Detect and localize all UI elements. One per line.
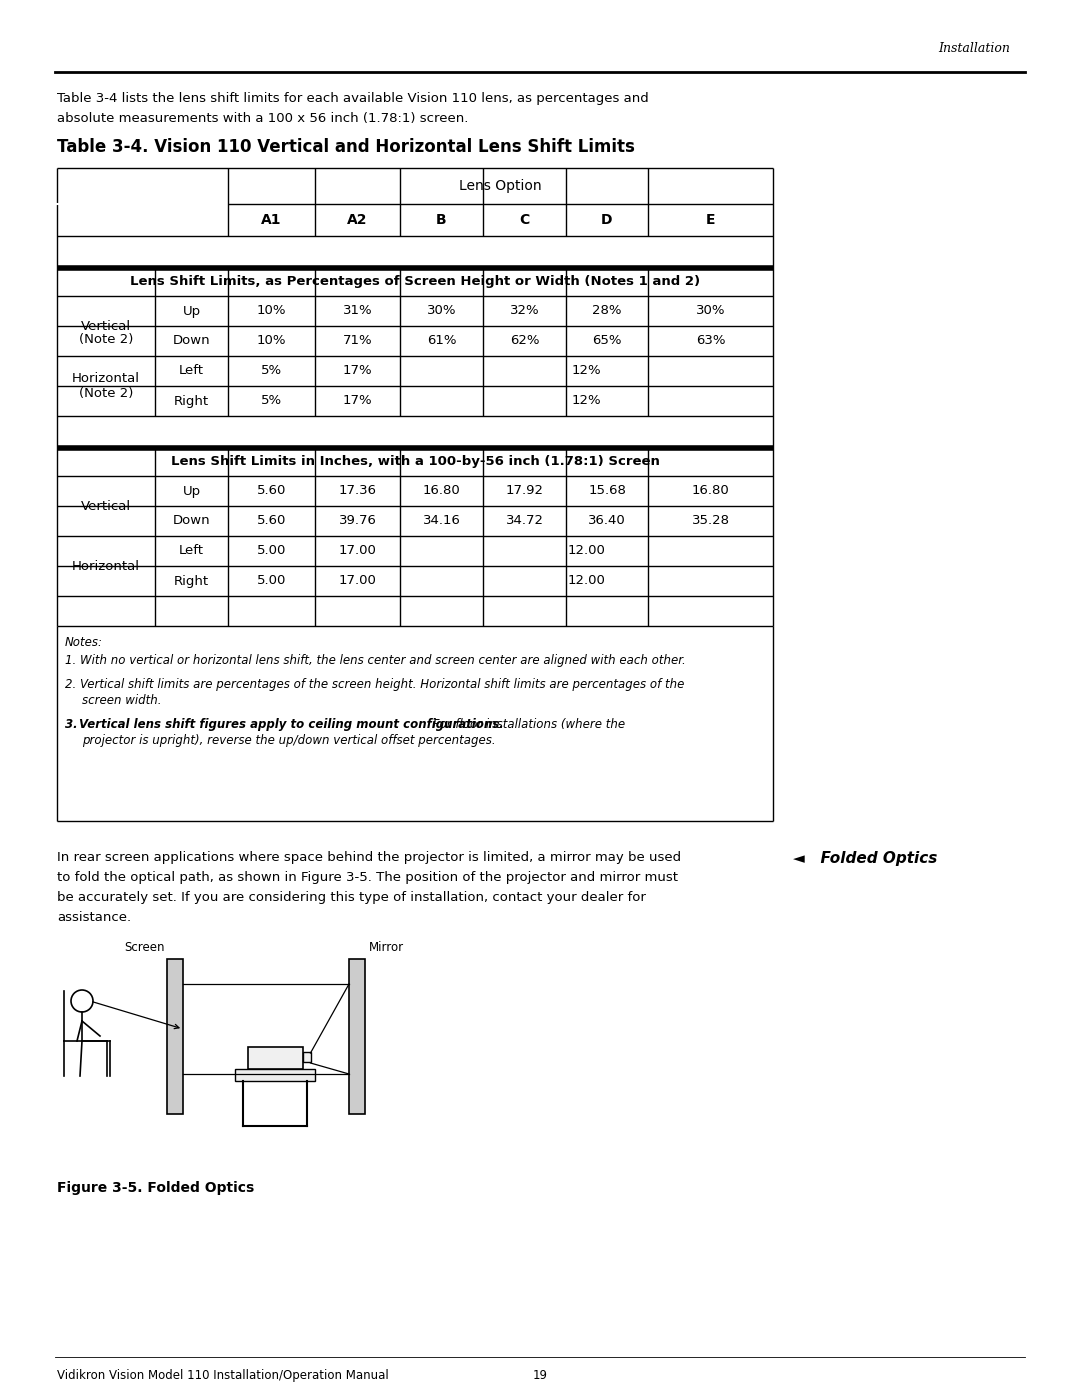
Text: 30%: 30%: [696, 305, 726, 317]
Text: (Note 2): (Note 2): [79, 334, 133, 346]
Text: Lens Shift Limits in Inches, with a 100-by-56 inch (1.78:1) Screen: Lens Shift Limits in Inches, with a 100-…: [171, 455, 660, 468]
Text: Mirror: Mirror: [369, 942, 404, 954]
Text: 39.76: 39.76: [338, 514, 377, 528]
Text: Right: Right: [174, 574, 210, 588]
Text: 3.: 3.: [65, 718, 82, 731]
Text: 36.40: 36.40: [589, 514, 626, 528]
Text: Vidikron Vision Model 110 Installation/Operation Manual: Vidikron Vision Model 110 Installation/O…: [57, 1369, 389, 1382]
Text: 34.16: 34.16: [422, 514, 460, 528]
Text: 17%: 17%: [342, 394, 373, 408]
Bar: [167, 958, 183, 1113]
Bar: [302, 1052, 311, 1062]
Text: 16.80: 16.80: [691, 485, 729, 497]
Text: Figure 3-5. Folded Optics: Figure 3-5. Folded Optics: [57, 1180, 254, 1194]
Text: Horizontal: Horizontal: [72, 560, 140, 573]
Text: Installation: Installation: [939, 42, 1010, 54]
Text: D: D: [602, 212, 612, 226]
Text: In rear screen applications where space behind the projector is limited, a mirro: In rear screen applications where space …: [57, 851, 681, 863]
Text: 5.00: 5.00: [257, 545, 286, 557]
Text: assistance.: assistance.: [57, 911, 131, 923]
Text: 17.00: 17.00: [338, 545, 377, 557]
Text: 32%: 32%: [510, 305, 539, 317]
Text: 61%: 61%: [427, 334, 456, 348]
Text: 17.92: 17.92: [505, 485, 543, 497]
Text: For floor installations (where the: For floor installations (where the: [429, 718, 625, 731]
Text: projector is upright), reverse the up/down vertical offset percentages.: projector is upright), reverse the up/do…: [82, 733, 496, 747]
Text: Left: Left: [179, 365, 204, 377]
Text: 31%: 31%: [342, 305, 373, 317]
Text: to fold the optical path, as shown in Figure 3-5. The position of the projector : to fold the optical path, as shown in Fi…: [57, 870, 678, 884]
Text: Up: Up: [183, 485, 201, 497]
Text: Lens Shift Limits, as Percentages of Screen Height or Width (Notes 1 and 2): Lens Shift Limits, as Percentages of Scr…: [130, 275, 700, 289]
Bar: [247, 1046, 302, 1069]
Text: 12.00: 12.00: [568, 574, 606, 588]
Text: 28%: 28%: [592, 305, 622, 317]
Text: Lens Option: Lens Option: [459, 179, 542, 193]
Text: 5.60: 5.60: [257, 485, 286, 497]
Text: 17.36: 17.36: [338, 485, 377, 497]
Text: 34.72: 34.72: [505, 514, 543, 528]
Text: 62%: 62%: [510, 334, 539, 348]
Text: 71%: 71%: [342, 334, 373, 348]
Text: 16.80: 16.80: [422, 485, 460, 497]
Bar: [349, 958, 365, 1113]
Text: 5.00: 5.00: [257, 574, 286, 588]
Text: 65%: 65%: [592, 334, 622, 348]
Text: 35.28: 35.28: [691, 514, 729, 528]
Text: screen width.: screen width.: [82, 694, 162, 707]
Text: Table 3-4 lists the lens shift limits for each available Vision 110 lens, as per: Table 3-4 lists the lens shift limits fo…: [57, 92, 649, 105]
Text: Vertical: Vertical: [81, 320, 131, 332]
Text: 12%: 12%: [571, 365, 602, 377]
Text: Horizontal: Horizontal: [72, 373, 140, 386]
Text: Vertical: Vertical: [81, 500, 131, 513]
Text: absolute measurements with a 100 x 56 inch (1.78:1) screen.: absolute measurements with a 100 x 56 in…: [57, 112, 469, 124]
Text: Vertical lens shift figures apply to ceiling mount configurations.: Vertical lens shift figures apply to cei…: [79, 718, 503, 731]
Text: 12%: 12%: [571, 394, 602, 408]
Text: Screen: Screen: [124, 942, 165, 954]
Text: E: E: [705, 212, 715, 226]
Text: 5%: 5%: [261, 394, 282, 408]
Text: Right: Right: [174, 394, 210, 408]
Text: 1. With no vertical or horizontal lens shift, the lens center and screen center : 1. With no vertical or horizontal lens s…: [65, 654, 686, 666]
Text: A2: A2: [348, 212, 368, 226]
Text: Left: Left: [179, 545, 204, 557]
Text: 5%: 5%: [261, 365, 282, 377]
Text: 12.00: 12.00: [568, 545, 606, 557]
Text: B: B: [436, 212, 447, 226]
Bar: [235, 1069, 315, 1081]
Text: Down: Down: [173, 514, 211, 528]
Text: Notes:: Notes:: [65, 636, 103, 650]
Text: 10%: 10%: [257, 305, 286, 317]
Text: 15.68: 15.68: [589, 485, 626, 497]
Text: 19: 19: [532, 1369, 548, 1382]
Text: 5.60: 5.60: [257, 514, 286, 528]
Text: 30%: 30%: [427, 305, 456, 317]
Text: Down: Down: [173, 334, 211, 348]
Text: 17%: 17%: [342, 365, 373, 377]
Text: C: C: [519, 212, 529, 226]
Text: 17.00: 17.00: [338, 574, 377, 588]
Text: Table 3-4. Vision 110 Vertical and Horizontal Lens Shift Limits: Table 3-4. Vision 110 Vertical and Horiz…: [57, 138, 635, 156]
Text: A1: A1: [261, 212, 282, 226]
Text: 2. Vertical shift limits are percentages of the screen height. Horizontal shift : 2. Vertical shift limits are percentages…: [65, 678, 685, 692]
Text: 63%: 63%: [696, 334, 726, 348]
Text: ◄   Folded Optics: ◄ Folded Optics: [793, 851, 937, 866]
Text: be accurately set. If you are considering this type of installation, contact you: be accurately set. If you are considerin…: [57, 891, 646, 904]
Text: 10%: 10%: [257, 334, 286, 348]
Text: Up: Up: [183, 305, 201, 317]
Text: (Note 2): (Note 2): [79, 387, 133, 400]
